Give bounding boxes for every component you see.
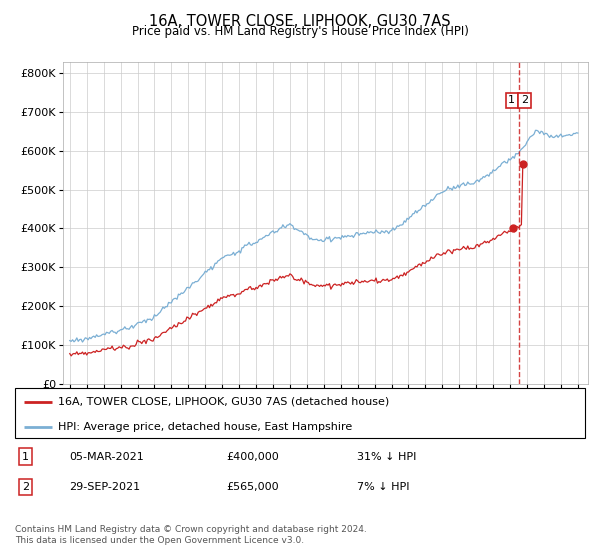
Text: 29-SEP-2021: 29-SEP-2021 [69, 482, 140, 492]
Text: HPI: Average price, detached house, East Hampshire: HPI: Average price, detached house, East… [58, 422, 352, 432]
FancyBboxPatch shape [15, 388, 585, 438]
Text: Contains HM Land Registry data © Crown copyright and database right 2024.
This d: Contains HM Land Registry data © Crown c… [15, 525, 367, 545]
Text: £400,000: £400,000 [226, 451, 278, 461]
Text: Price paid vs. HM Land Registry's House Price Index (HPI): Price paid vs. HM Land Registry's House … [131, 25, 469, 38]
Text: 2: 2 [22, 482, 29, 492]
Text: 1: 1 [22, 451, 29, 461]
Text: 1: 1 [508, 95, 515, 105]
Text: 05-MAR-2021: 05-MAR-2021 [69, 451, 144, 461]
Text: 2: 2 [521, 95, 528, 105]
Text: 16A, TOWER CLOSE, LIPHOOK, GU30 7AS: 16A, TOWER CLOSE, LIPHOOK, GU30 7AS [149, 14, 451, 29]
Text: 7% ↓ HPI: 7% ↓ HPI [357, 482, 409, 492]
Text: £565,000: £565,000 [226, 482, 278, 492]
Text: 16A, TOWER CLOSE, LIPHOOK, GU30 7AS (detached house): 16A, TOWER CLOSE, LIPHOOK, GU30 7AS (det… [58, 396, 389, 407]
Text: 31% ↓ HPI: 31% ↓ HPI [357, 451, 416, 461]
